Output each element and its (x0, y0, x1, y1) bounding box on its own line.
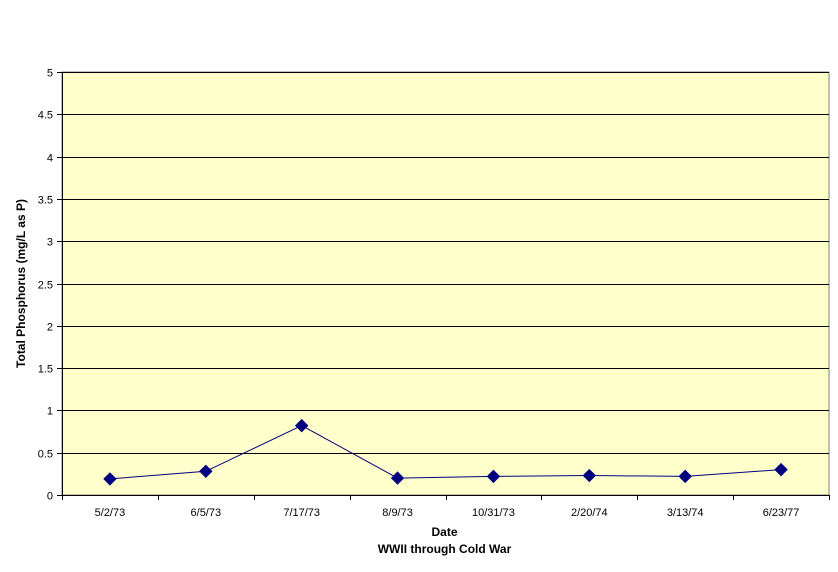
x-axis-ticks: 5/2/73 6/5/73 7/17/73 8/9/73 10/31/73 2/20/74… (62, 495, 830, 519)
data-point-marker (103, 472, 117, 486)
data-point-marker (678, 469, 692, 484)
data-point-marker (486, 469, 501, 484)
x-tick-label: 3/13/74 (667, 507, 704, 519)
data-point-marker (390, 471, 405, 485)
y-tick-label: 3 (47, 237, 53, 249)
x-tick-label: 8/9/73 (382, 507, 413, 519)
series-line (109, 425, 782, 480)
y-tick-label: 4 (47, 153, 53, 165)
x-tick-label: 2/20/74 (571, 507, 608, 519)
data-point-marker (199, 464, 213, 479)
x-axis-subtitle: WWII through Cold War (378, 542, 512, 556)
y-tick-label: 2 (47, 322, 53, 334)
y-tick-label: 0 (47, 491, 53, 503)
x-tick-label: 6/5/73 (191, 507, 222, 519)
y-tick-label: 5 (47, 68, 53, 80)
plot-area (61, 71, 830, 496)
series-group (103, 418, 788, 486)
axes (62, 72, 829, 496)
x-tick-label: 7/17/73 (283, 507, 320, 519)
x-axis-title: Date (431, 525, 457, 539)
data-point-marker (774, 462, 788, 477)
data-point-marker (294, 418, 309, 433)
y-tick-label: 2.5 (38, 280, 53, 292)
y-tick-label: 1 (47, 406, 53, 418)
x-tick-label: 5/2/73 (95, 507, 126, 519)
x-tick-label: 6/23/77 (763, 507, 800, 519)
y-tick-label: 0.5 (38, 449, 53, 461)
gridlines (62, 72, 829, 454)
x-tick-label: 10/31/73 (472, 507, 515, 519)
y-tick-label: 1.5 (38, 364, 53, 376)
y-axis-ticks: 0 0.5 1 1.5 2 2.5 3 3.5 4 4.5 5 (38, 68, 62, 503)
y-tick-label: 3.5 (38, 195, 53, 207)
data-point-marker (582, 468, 597, 483)
y-tick-label: 4.5 (38, 110, 53, 122)
y-axis-title: Total Phosphorus (mg/L as P) (14, 199, 28, 368)
